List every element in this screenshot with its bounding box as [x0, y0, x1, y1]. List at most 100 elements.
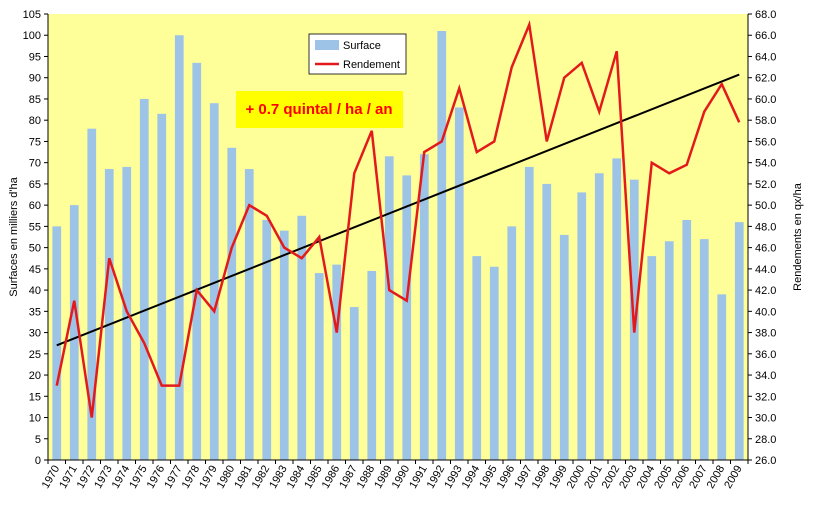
y-left-tick-label: 45: [29, 264, 41, 276]
y-left-tick-label: 95: [29, 51, 41, 63]
x-tick-label: 2009: [722, 464, 745, 491]
y-left-tick-label: 40: [29, 285, 41, 297]
y-left-tick-label: 65: [29, 179, 41, 191]
bar-surface-2006: [682, 220, 692, 460]
bar-surface-1985: [314, 273, 324, 460]
y-right-tick-label: 64.0: [755, 51, 776, 63]
right-axis-ticks: 26.0 28.0 30.0 32.0 34.0 36.0 38.0 40.0 42.0 44.0…: [748, 9, 776, 467]
bar-surface-1990: [402, 175, 412, 460]
bar-surface-2001: [594, 173, 604, 461]
y-left-tick-label: 70: [29, 158, 41, 170]
y-right-tick-label: 40.0: [755, 306, 776, 318]
y-right-tick-label: 62.0: [755, 73, 776, 85]
y-right-tick-label: 66.0: [755, 30, 776, 42]
legend: Surface Rendement: [308, 33, 407, 75]
bar-surface-2000: [577, 192, 587, 460]
bar-surface-2004: [647, 256, 657, 460]
bar-surface-2008: [717, 294, 727, 460]
y-right-tick-label: 26.0: [755, 455, 776, 467]
bar-surface-1989: [384, 156, 394, 461]
bar-surface-1977: [174, 35, 184, 461]
y-left-tick-label: 15: [29, 391, 41, 403]
legend-label-rendement: Rendement: [343, 59, 400, 71]
y-axis-left-title: Surfaces en milliers d'ha: [8, 176, 20, 296]
bar-surface-1972: [87, 128, 97, 460]
bar-surface-1995: [489, 266, 499, 460]
y-right-tick-label: 48.0: [755, 221, 776, 233]
bar-surface-1976: [157, 113, 167, 460]
y-left-tick-label: 55: [29, 221, 41, 233]
bar-surface-1975: [139, 98, 149, 460]
rendement-line-group: [55, 19, 741, 418]
bar-surface-1988: [367, 270, 377, 460]
annotation: + 0.7 quintal / ha / an: [236, 91, 403, 128]
annotation-text: + 0.7 quintal / ha / an: [245, 101, 392, 118]
bar-surface-1993: [454, 107, 464, 460]
y-left-tick-label: 35: [29, 306, 41, 318]
y-right-tick-label: 32.0: [755, 391, 776, 403]
y-left-tick-label: 5: [35, 434, 41, 446]
y-right-tick-label: 36.0: [755, 349, 776, 361]
legend-label-surface: Surface: [343, 40, 381, 52]
bar-surface-1986: [332, 264, 342, 460]
trend-line-group: [56, 73, 740, 347]
legend-swatch-surface: [315, 40, 339, 50]
y-right-tick-label: 28.0: [755, 434, 776, 446]
bar-surface-2002: [612, 158, 622, 461]
y-left-tick-label: 75: [29, 136, 41, 148]
y-right-tick-label: 46.0: [755, 243, 776, 255]
y-left-tick-label: 25: [29, 349, 41, 361]
bar-surface-2007: [699, 239, 709, 460]
bar-surface-1992: [437, 30, 447, 461]
bar-surface-1999: [559, 234, 569, 460]
y-right-tick-label: 54.0: [755, 158, 776, 170]
bar-surface-1970: [52, 226, 62, 460]
bar-surface-1997: [524, 166, 534, 460]
bar-surface-1984: [297, 215, 307, 460]
bar-surface-1971: [69, 205, 79, 460]
y-left-tick-label: 105: [23, 9, 41, 21]
y-right-tick-label: 50.0: [755, 200, 776, 212]
annotation-box: [236, 91, 403, 128]
bar-surface-1996: [507, 226, 517, 460]
y-left-tick-label: 85: [29, 94, 41, 106]
y-left-tick-label: 10: [29, 413, 41, 425]
y-right-tick-label: 56.0: [755, 136, 776, 148]
bar-surface-1998: [542, 183, 552, 460]
y-right-tick-label: 30.0: [755, 413, 776, 425]
bar-surface-1980: [227, 147, 237, 461]
x-axis-ticks: 1970197119721973197419751976197719781979…: [40, 460, 749, 491]
y-right-tick-label: 34.0: [755, 370, 776, 382]
bar-surface-2005: [664, 241, 674, 460]
bar-surface-1987: [349, 307, 359, 460]
y-left-tick-label: 90: [29, 73, 41, 85]
y-right-tick-label: 38.0: [755, 328, 776, 340]
y-left-tick-label: 0: [35, 455, 41, 467]
bar-surface-1994: [472, 256, 482, 460]
y-left-tick-label: 100: [23, 30, 41, 42]
y-right-tick-label: 44.0: [755, 264, 776, 276]
bar-surface-1978: [192, 62, 202, 460]
bar-surface-1983: [279, 230, 289, 460]
bar-surface-1991: [419, 154, 429, 461]
y-left-tick-label: 80: [29, 115, 41, 127]
bar-surface-1979: [209, 103, 219, 460]
y-left-tick-label: 30: [29, 328, 41, 340]
bar-surface-1982: [262, 220, 272, 460]
y-right-tick-label: 42.0: [755, 285, 776, 297]
y-left-tick-label: 20: [29, 370, 41, 382]
bar-surface-1981: [244, 169, 254, 461]
y-left-tick-label: 60: [29, 200, 41, 212]
y-left-tick-label: 50: [29, 243, 41, 255]
rendement-line: [55, 19, 741, 418]
bar-surface-1973: [104, 169, 114, 461]
y-right-tick-label: 68.0: [755, 9, 776, 21]
y-right-tick-label: 52.0: [755, 179, 776, 191]
bar-surface-2009: [734, 222, 744, 460]
left-axis-ticks: 0 5 10 15 20 25 30 35 40 45 50 55 60 65 70 75 80 85 90 95 10…: [23, 9, 48, 467]
y-right-tick-label: 60.0: [755, 94, 776, 106]
y-axis-right-title: Rendements en qx/ha: [792, 182, 804, 291]
y-right-tick-label: 58.0: [755, 115, 776, 127]
trend-line: [56, 73, 740, 347]
